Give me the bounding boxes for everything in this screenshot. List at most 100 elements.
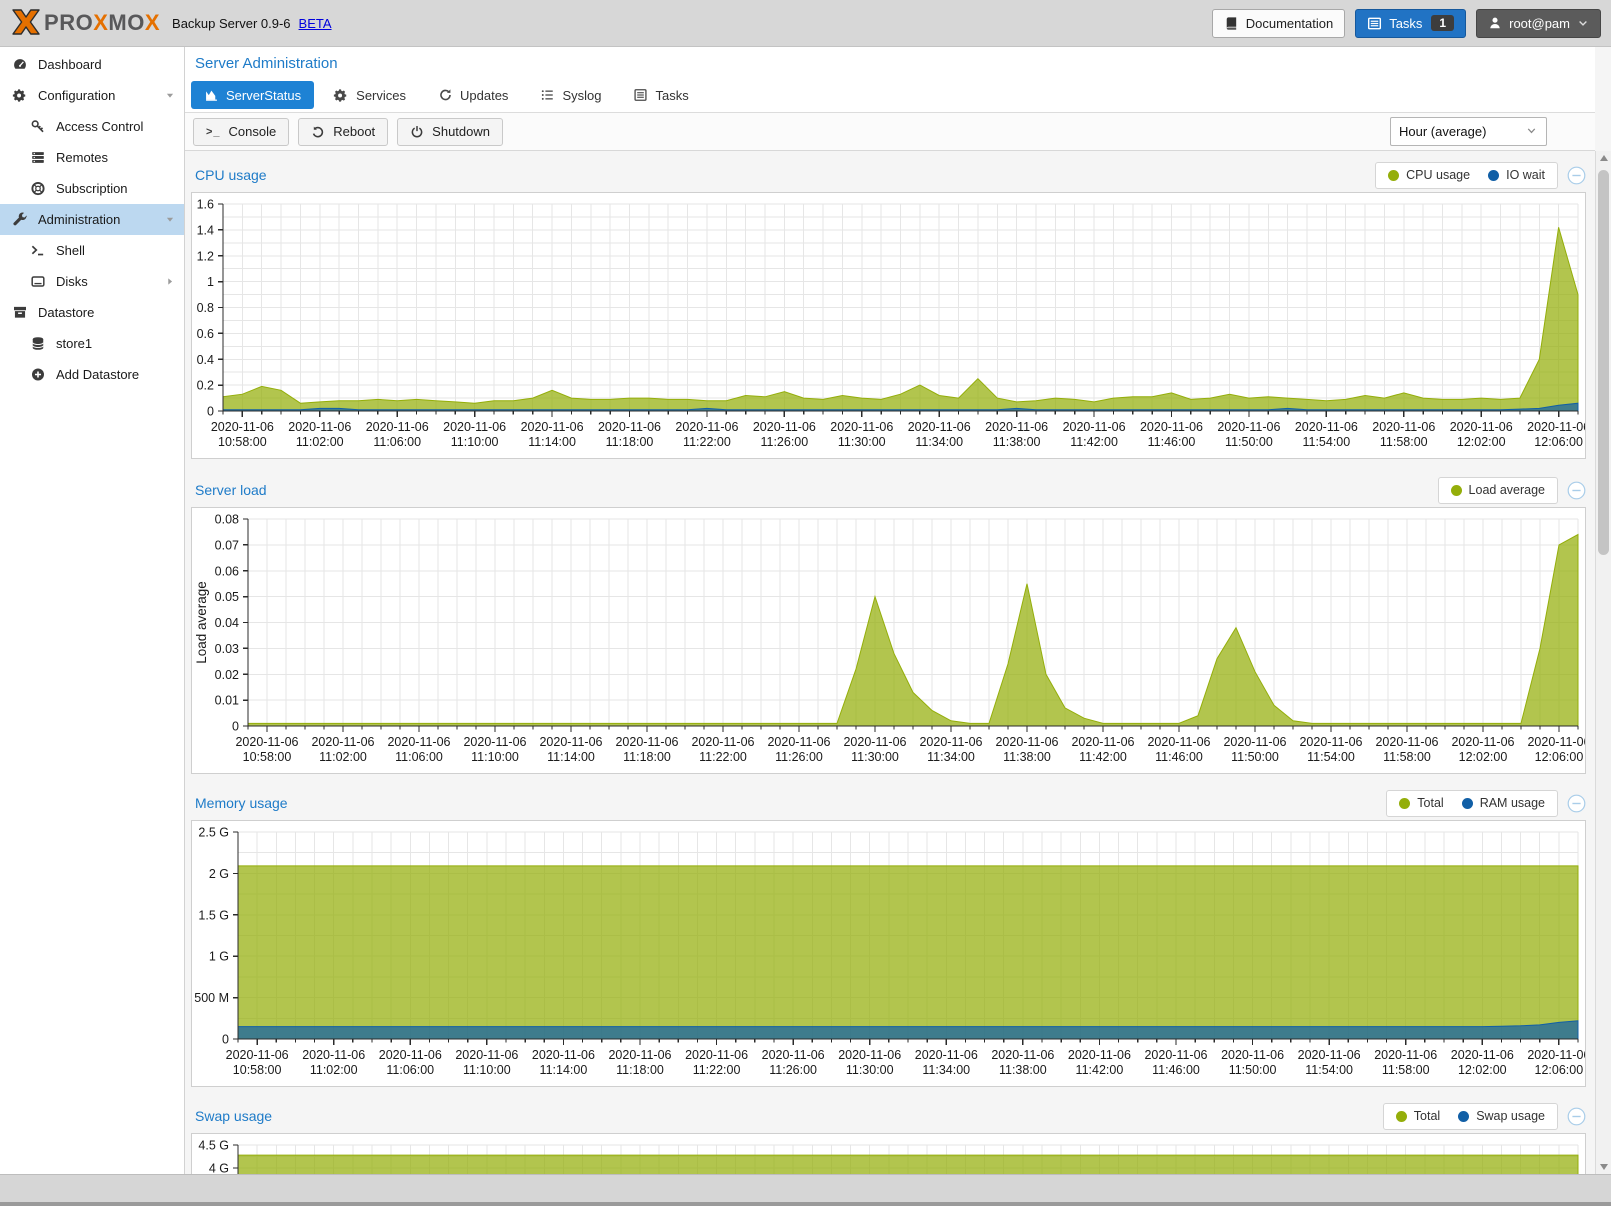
legend-item-total[interactable]: Total [1399,796,1444,810]
svg-text:2020-11-06: 2020-11-06 [991,1048,1054,1062]
tab-services[interactable]: Services [320,81,419,109]
sidebar-item-label: Subscription [56,181,128,196]
gears-icon [10,88,30,103]
svg-text:11:18:00: 11:18:00 [616,1063,664,1077]
tab-syslog[interactable]: Syslog [527,81,614,109]
tab-tasks[interactable]: Tasks [620,81,701,109]
legend-item-load-average[interactable]: Load average [1450,483,1545,497]
svg-text:0.2: 0.2 [197,379,214,393]
svg-text:11:58:00: 11:58:00 [1382,1063,1430,1077]
gauge-icon [10,57,30,72]
memory-legend: Total RAM usage [1386,789,1558,817]
beta-link[interactable]: BETA [298,15,332,31]
svg-text:11:10:00: 11:10:00 [451,435,499,449]
sidebar-item-shell[interactable]: Shell [0,235,184,266]
console-button[interactable]: >_ Console [193,117,290,146]
svg-text:2020-11-06: 2020-11-06 [311,735,374,749]
tab-label: Services [356,87,407,103]
svg-text:0.04: 0.04 [215,616,239,630]
svg-text:11:22:00: 11:22:00 [683,435,731,449]
reboot-button[interactable]: Reboot [298,117,389,146]
shutdown-button[interactable]: Shutdown [397,117,503,146]
tasks-button[interactable]: Tasks 1 [1355,8,1467,38]
gears-icon [333,88,349,103]
sidebar-item-access-control[interactable]: Access Control [0,111,184,142]
sidebar-item-dashboard[interactable]: Dashboard [0,49,184,80]
sidebar-item-administration[interactable]: Administration [0,204,184,235]
reboot-label: Reboot [333,124,376,139]
user-menu-button[interactable]: root@pam [1476,8,1601,38]
svg-text:0: 0 [232,720,239,734]
chevron-right-icon[interactable] [164,276,176,287]
collapse-panel-button[interactable] [1567,794,1586,813]
svg-text:0.02: 0.02 [215,668,239,682]
lifebuoy-icon [28,181,48,196]
tab-label: Syslog [562,87,602,103]
sidebar-item-add-datastore[interactable]: Add Datastore [0,359,184,390]
main-title-row: Server Administration [185,47,1595,80]
tab-serverstatus[interactable]: ServerStatus [191,81,315,109]
svg-text:11:02:00: 11:02:00 [296,435,344,449]
sidebar-item-label: Administration [38,212,121,227]
legend-item-cpu-usage[interactable]: CPU usage [1388,168,1470,182]
svg-text:11:38:00: 11:38:00 [993,435,1041,449]
scroll-down-arrow[interactable] [1596,1160,1611,1174]
svg-text:1.6: 1.6 [197,198,214,212]
sidebar-item-disks[interactable]: Disks [0,266,184,297]
collapse-panel-button[interactable] [1567,481,1586,500]
sidebar-item-subscription[interactable]: Subscription [0,173,184,204]
reboot-icon [311,125,325,139]
load-panel-header: Server load Load average [191,473,1595,507]
sidebar-item-label: Add Datastore [56,367,140,382]
svg-text:0.03: 0.03 [215,642,239,656]
svg-text:2 G: 2 G [209,867,229,881]
svg-text:0.4: 0.4 [197,353,214,367]
sidebar-item-label: Access Control [56,119,144,134]
scroll-up-arrow[interactable] [1596,151,1611,165]
sidebar-item-remotes[interactable]: Remotes [0,142,184,173]
sidebar-item-configuration[interactable]: Configuration [0,80,184,111]
chevron-down-icon[interactable] [164,214,176,225]
collapse-panel-button[interactable] [1567,1107,1586,1126]
scrollbar-thumb[interactable] [1598,170,1609,555]
timeframe-select[interactable]: Hour (average) [1390,117,1547,146]
svg-text:10:58:00: 10:58:00 [233,1063,282,1077]
svg-text:2020-11-06: 2020-11-06 [463,735,526,749]
documentation-button[interactable]: Documentation [1211,8,1346,38]
svg-text:0: 0 [222,1033,229,1047]
svg-text:0: 0 [207,405,214,419]
svg-text:2020-11-06: 2020-11-06 [226,1048,289,1062]
collapse-panel-button[interactable] [1567,166,1586,185]
svg-text:2020-11-06: 2020-11-06 [995,735,1058,749]
svg-text:2020-11-06: 2020-11-06 [615,735,678,749]
svg-text:11:50:00: 11:50:00 [1231,750,1279,764]
sidebar-item-label: Datastore [38,305,95,320]
svg-text:11:58:00: 11:58:00 [1383,750,1431,764]
legend-item-ram-usage[interactable]: RAM usage [1461,796,1545,810]
svg-text:0.6: 0.6 [197,327,214,341]
sidebar-item-store1[interactable]: store1 [0,328,184,359]
svg-text:11:26:00: 11:26:00 [775,750,823,764]
tasklist-icon [633,88,648,102]
svg-text:12:02:00: 12:02:00 [1457,435,1506,449]
sidebar-item-label: Dashboard [38,57,102,72]
svg-text:11:26:00: 11:26:00 [769,1063,817,1077]
legend-item-io-wait[interactable]: IO wait [1488,168,1545,182]
svg-text:11:10:00: 11:10:00 [471,750,519,764]
legend-item-total[interactable]: Total [1395,1109,1441,1123]
svg-text:11:54:00: 11:54:00 [1302,435,1350,449]
svg-text:1.5 G: 1.5 G [198,908,229,922]
vertical-scrollbar[interactable] [1595,151,1611,1174]
sidebar-item-datastore[interactable]: Datastore [0,297,184,328]
chevron-down-icon[interactable] [164,90,176,101]
legend-item-swap-usage[interactable]: Swap usage [1458,1109,1545,1123]
svg-text:2020-11-06: 2020-11-06 [1374,1048,1437,1062]
svg-text:11:06:00: 11:06:00 [373,435,421,449]
svg-text:1 G: 1 G [209,950,229,964]
svg-text:11:18:00: 11:18:00 [606,435,654,449]
svg-text:2020-11-06: 2020-11-06 [1451,1048,1514,1062]
legend-label: Total [1413,1109,1441,1123]
legend-dot-icon [1450,484,1462,496]
svg-text:11:06:00: 11:06:00 [386,1063,434,1077]
tab-updates[interactable]: Updates [425,81,521,109]
